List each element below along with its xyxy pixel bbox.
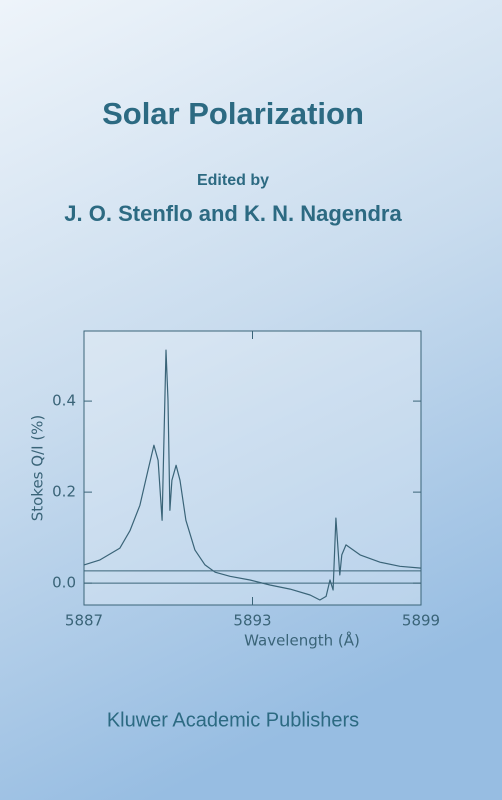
- title: Solar Polarization: [102, 96, 364, 131]
- publisher: Kluwer Academic Publishers: [107, 709, 359, 731]
- x-tick-label: 5899: [402, 612, 440, 630]
- x-axis-label: Wavelength (Å): [244, 631, 360, 650]
- chart: Wavelength (Å) Stokes Q/I (%) 0.0 0.2 0.4 5…: [29, 330, 440, 650]
- x-tick-label: 5893: [233, 612, 271, 630]
- edited-by: Edited by: [197, 172, 269, 189]
- spectrum-line: [83, 349, 422, 601]
- editors: J. O. Stenflo and K. N. Nagendra: [64, 201, 402, 226]
- y-tick-label: 0.0: [52, 574, 76, 592]
- x-tick-label: 5887: [65, 612, 103, 630]
- y-axis-label: Stokes Q/I (%): [29, 415, 47, 522]
- y-tick-label: 0.4: [52, 392, 76, 410]
- y-tick-label: 0.2: [52, 483, 76, 501]
- plot-frame: [83, 330, 422, 606]
